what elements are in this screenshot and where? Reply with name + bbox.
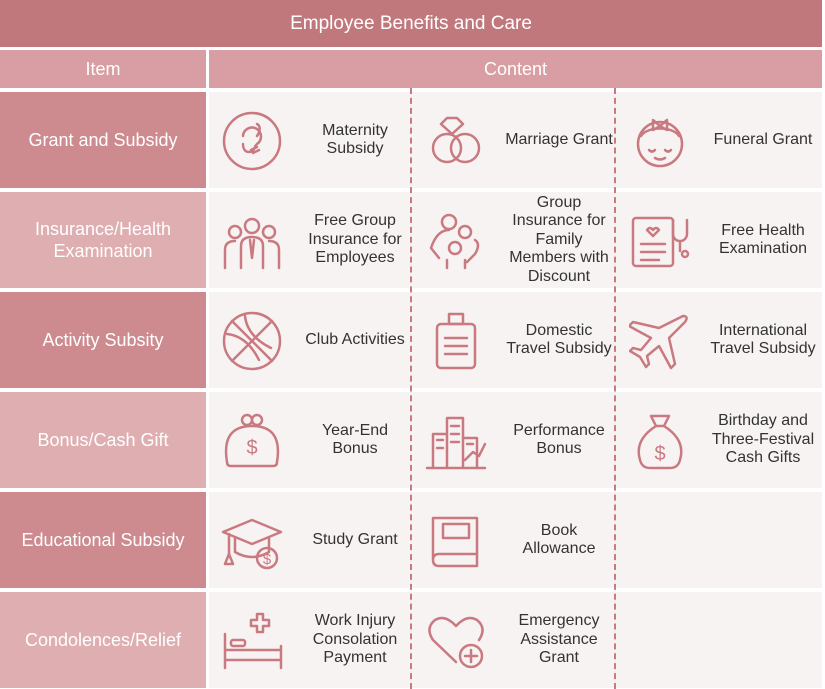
heart-plus-icon	[428, 616, 484, 669]
benefit-item: $ Birthday and Three-Festival Cash Gifts	[619, 392, 823, 488]
svg-text:$: $	[263, 551, 272, 568]
benefit-item: Maternity Subsidy	[211, 92, 415, 188]
column-divider	[410, 88, 412, 689]
benefit-label: Maternity Subsidy	[322, 121, 388, 158]
wedding-rings-icon	[431, 116, 481, 164]
column-header-item: Item	[0, 50, 206, 88]
benefit-item: Work Injury Consolation Payment	[211, 592, 415, 688]
benefit-label: Funeral Grant	[713, 130, 813, 148]
airplane-icon	[629, 314, 688, 370]
coin-purse-icon: $	[224, 413, 280, 468]
benefit-item: $ Year-End Bonus	[211, 392, 415, 488]
benefit-item: Funeral Grant	[619, 92, 823, 188]
benefit-item: Emergency Assistance Grant	[415, 592, 619, 688]
buildings-chart-icon	[425, 416, 487, 470]
benefit-label: Free Health Examination	[718, 221, 808, 258]
basketball-icon	[222, 311, 282, 371]
benefit-label: Work Injury Consolation Payment	[312, 612, 398, 667]
suitcase-icon	[435, 312, 477, 370]
benefit-item: Performance Bonus	[415, 392, 619, 488]
benefit-item: Marriage Grant	[415, 92, 619, 188]
svg-text:$: $	[246, 437, 257, 459]
row-item-label: Bonus/Cash Gift	[0, 392, 206, 488]
benefit-label: Study Grant	[312, 530, 398, 548]
benefit-label: Birthday and Three-Festival Cash Gifts	[711, 412, 815, 467]
benefit-item: Club Activities	[211, 292, 415, 388]
row-content: Club Activities Domestic Travel Subsidy In…	[209, 292, 822, 388]
row-item-label: Grant and Subsidy	[0, 92, 206, 188]
row-content: $ Study Grant Book Allowance	[209, 492, 822, 588]
benefit-item: International Travel Subsidy	[619, 292, 823, 388]
benefit-label: Year-End Bonus	[321, 421, 389, 458]
benefit-item: Book Allowance	[415, 492, 619, 588]
benefit-label: Marriage Grant	[505, 130, 613, 148]
employees-group-icon	[223, 217, 281, 270]
benefit-label: Club Activities	[305, 330, 405, 348]
mourning-girl-icon	[636, 118, 684, 168]
money-bag-icon: $	[637, 414, 683, 470]
row-item-label: Insurance/Health Examination	[0, 192, 206, 288]
benefit-item: Domestic Travel Subsidy	[415, 292, 619, 388]
row-item-label: Condolences/Relief	[0, 592, 206, 688]
row-content: Work Injury Consolation Payment Emergency…	[209, 592, 822, 688]
health-report-stethoscope-icon	[631, 216, 690, 268]
column-header-content: Content	[209, 50, 822, 88]
benefit-label: Book Allowance	[522, 521, 596, 558]
family-icon	[429, 213, 480, 270]
benefit-item: Free Group Insurance for Employees	[211, 192, 415, 288]
benefit-item: Free Health Examination	[619, 192, 823, 288]
row-item-label: Educational Subsidy	[0, 492, 206, 588]
column-divider	[614, 88, 616, 689]
graduation-cap-dollar-icon: $	[221, 518, 283, 570]
fetus-icon	[222, 111, 282, 171]
benefit-label: Group Insurance for Family Members with …	[509, 193, 609, 285]
book-icon	[431, 516, 479, 568]
row-item-label: Activity Subsity	[0, 292, 206, 388]
benefit-item: Group Insurance for Family Members with …	[415, 192, 619, 288]
svg-text:$: $	[654, 443, 665, 465]
row-content: $ Year-End Bonus Performance Bonus $ Birthda…	[209, 392, 822, 488]
row-content: Maternity Subsidy Marriage Grant Funeral G…	[209, 92, 822, 188]
hospital-bed-icon	[223, 612, 283, 670]
benefit-label: Emergency Assistance Grant	[518, 612, 600, 667]
benefit-label: Domestic Travel Subsidy	[506, 321, 612, 358]
table-title: Employee Benefits and Care	[0, 0, 822, 47]
benefit-label: Free Group Insurance for Employees	[308, 212, 402, 267]
benefit-item: $ Study Grant	[211, 492, 415, 588]
row-content: Free Group Insurance for Employees Group …	[209, 192, 822, 288]
benefit-label: International Travel Subsidy	[710, 321, 816, 358]
benefit-label: Performance Bonus	[513, 421, 605, 458]
